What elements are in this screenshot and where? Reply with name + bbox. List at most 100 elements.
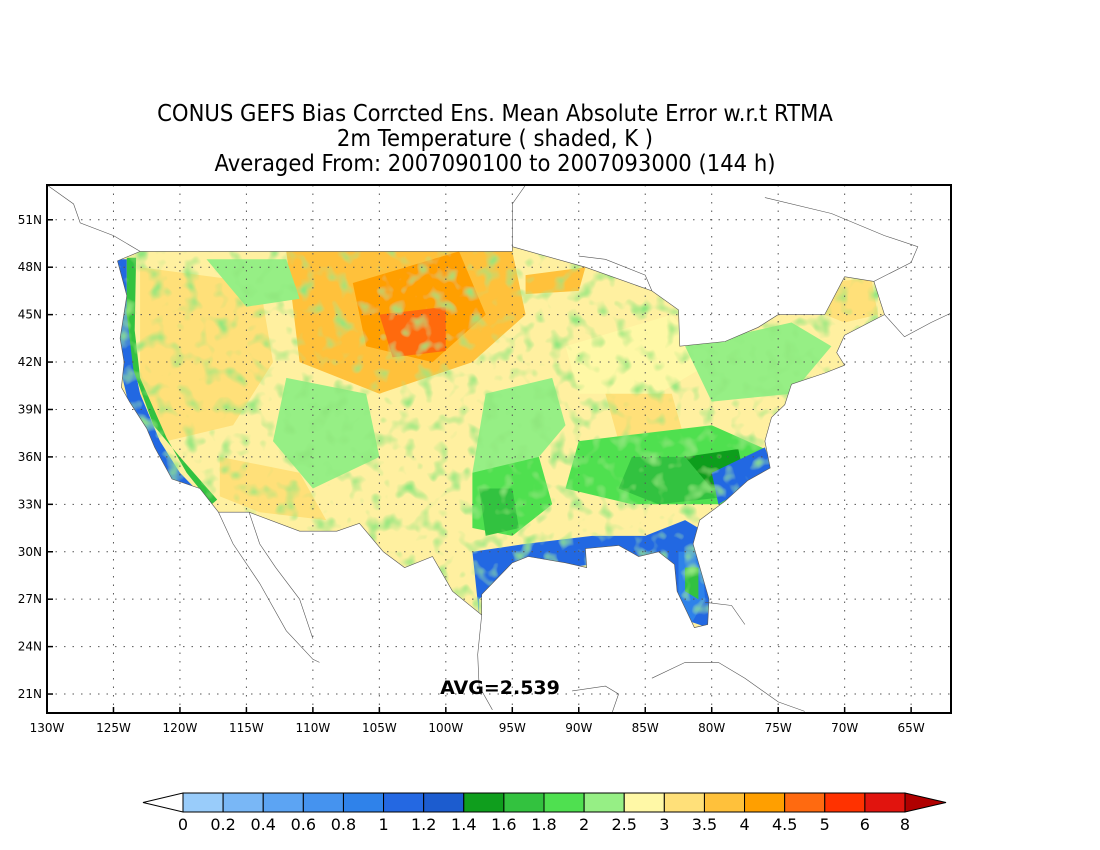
- colorbar-label: 3.5: [692, 815, 717, 834]
- field-patch: [685, 567, 699, 600]
- field-patch: [273, 377, 380, 489]
- lon-tick-label: 65W: [898, 721, 925, 735]
- colorbar-label: 1.6: [491, 815, 516, 834]
- field-patch: [379, 306, 446, 358]
- latitude-labels: 51N 48N 45N 42N 39N 36N 33N 30N 27N 24N 21N: [18, 213, 42, 701]
- conus-outline: [117, 246, 885, 628]
- lon-tick-label: 125W: [96, 721, 131, 735]
- colorbar-label: 4: [739, 815, 749, 834]
- colorbar-swatch: [423, 792, 465, 813]
- colorbar-swatch: [623, 792, 665, 813]
- average-label: AVG=2.539: [440, 677, 560, 699]
- coastline-segment: [248, 512, 314, 639]
- colorbar-swatch: [182, 792, 224, 813]
- colorbar-swatch: [824, 792, 866, 813]
- lon-tick-label: 95W: [499, 721, 526, 735]
- lon-tick-label: 115W: [229, 721, 264, 735]
- colorbar-swatch: [503, 792, 545, 813]
- colorbar-label: 2.5: [611, 815, 636, 834]
- coastline-segment: [764, 197, 919, 282]
- field-patch: [605, 393, 686, 442]
- field-patch: [219, 456, 327, 521]
- map-frame: [46, 184, 952, 714]
- lat-tick-label: 30N: [18, 545, 42, 559]
- colorbar-label: 4.5: [772, 815, 797, 834]
- lat-tick-label: 24N: [18, 640, 42, 654]
- lat-tick-label: 33N: [18, 497, 42, 511]
- coastline-segment: [884, 312, 951, 338]
- lon-tick-label: 130W: [30, 721, 65, 735]
- coastline-segment: [47, 185, 141, 252]
- chart-subtitle: 2m Temperature ( shaded, K ): [336, 126, 654, 152]
- lon-tick-label: 85W: [632, 721, 659, 735]
- field-patch: [711, 447, 775, 505]
- colorbar-swatch: [342, 792, 385, 813]
- lon-tick-label: 75W: [765, 721, 792, 735]
- coastline-segment: [477, 614, 493, 710]
- coastline-segment: [651, 662, 805, 712]
- colorbar-label: 1.2: [411, 815, 436, 834]
- colorbar-swatch: [864, 792, 906, 813]
- field-patch: [525, 267, 586, 295]
- colorbar-high-arrow: [904, 792, 947, 813]
- colorbar-swatch: [463, 792, 505, 813]
- colorbar: 0 0.2 0.4 0.6 0.8 1 1.2 1.4 1.6 1.8 2 2.5 3 3.5 4 4.5 5 6…: [142, 792, 947, 834]
- colorbar-label: 8: [900, 815, 910, 834]
- lat-tick-label: 39N: [18, 402, 42, 416]
- map-gridlines: [46, 185, 951, 713]
- colorbar-label: 0.4: [250, 815, 275, 834]
- lon-tick-label: 110W: [295, 721, 330, 735]
- coastline-segment: [511, 185, 526, 247]
- lat-tick-label: 21N: [18, 687, 42, 701]
- title-block: CONUS GEFS Bias Corrcted Ens. Mean Absol…: [0, 102, 990, 177]
- colorbar-label: 5: [820, 815, 830, 834]
- colorbar-swatch: [302, 792, 344, 813]
- longitude-labels: 130W 125W 120W 115W 110W 105W 100W 95W 90W 85W 80W…: [30, 721, 925, 735]
- coastline-segment: [218, 512, 320, 663]
- coastline-segment: [705, 602, 746, 625]
- lon-tick-label: 70W: [831, 721, 858, 735]
- colorbar-label: 2: [579, 815, 589, 834]
- colorbar-swatch: [583, 792, 625, 813]
- lon-tick-label: 105W: [362, 721, 397, 735]
- field-patch: [472, 520, 712, 628]
- chart-period: Averaged From: 2007090100 to 2007093000 …: [214, 151, 776, 177]
- lat-tick-label: 48N: [18, 260, 42, 274]
- colorbar-swatch: [663, 792, 705, 813]
- coastline-outlines: [47, 185, 951, 713]
- colorbar-swatch: [383, 792, 425, 813]
- lon-tick-label: 100W: [428, 721, 463, 735]
- lon-tick-label: 80W: [698, 721, 725, 735]
- colorbar-swatch: [703, 792, 746, 813]
- colorbar-swatch: [744, 792, 786, 813]
- field-patch: [479, 488, 519, 536]
- lat-tick-label: 42N: [18, 355, 42, 369]
- colorbar-swatch: [543, 792, 585, 813]
- colorbar-swatch: [222, 792, 264, 813]
- colorbar-label: 1: [378, 815, 388, 834]
- temperature-error-field: [117, 246, 885, 628]
- colorbar-label: 0.8: [331, 815, 356, 834]
- field-patch: [140, 267, 273, 442]
- field-patch: [206, 259, 300, 307]
- colorbar-label: 0.6: [291, 815, 316, 834]
- field-patch: [565, 314, 712, 394]
- lat-tick-label: 45N: [18, 308, 42, 322]
- colorbar-swatch: [784, 792, 826, 813]
- coastline-segment: [572, 685, 619, 713]
- colorbar-label: 1.8: [531, 815, 556, 834]
- colorbar-label: 0.2: [210, 815, 235, 834]
- colorbar-label: 3: [659, 815, 669, 834]
- colorbar-label: 6: [860, 815, 870, 834]
- field-patch: [472, 377, 566, 473]
- chart-title: CONUS GEFS Bias Corrcted Ens. Mean Absol…: [157, 101, 833, 127]
- colorbar-low-arrow: [142, 792, 184, 813]
- lon-tick-label: 120W: [163, 721, 198, 735]
- lat-tick-label: 51N: [18, 213, 42, 227]
- colorbar-label: 1.4: [451, 815, 476, 834]
- lat-tick-label: 36N: [18, 450, 42, 464]
- colorbar-label: 0: [178, 815, 188, 834]
- colorbar-swatch: [262, 792, 304, 813]
- lat-tick-label: 27N: [18, 592, 42, 606]
- lon-tick-label: 90W: [565, 721, 592, 735]
